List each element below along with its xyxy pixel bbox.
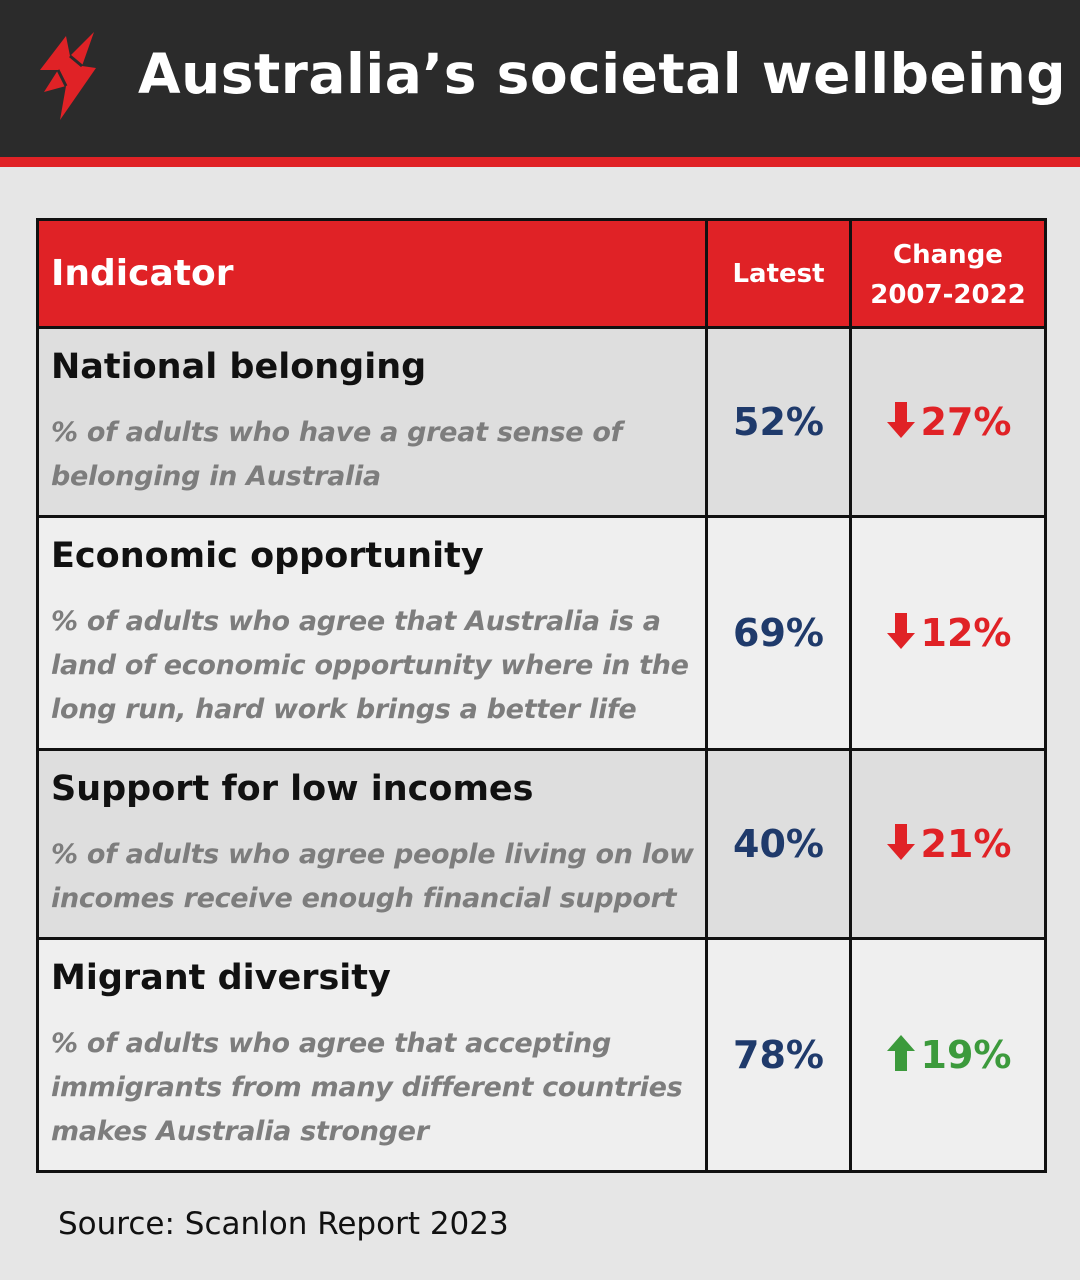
indicator-title: Support for low incomes	[51, 769, 534, 809]
latest-value: 69%	[705, 515, 852, 751]
table-row: National belonging % of adults who have …	[36, 326, 1047, 518]
change-value: 27%	[920, 400, 1012, 444]
latest-value: 78%	[705, 937, 852, 1173]
indicator-cell: Migrant diversity % of adults who agree …	[36, 937, 708, 1173]
change-cell: 19%	[849, 937, 1047, 1173]
change-cell: 21%	[849, 748, 1047, 940]
table-row: Support for low incomes % of adults who …	[36, 748, 1047, 940]
indicator-title: National belonging	[51, 347, 427, 387]
page-title: Australia’s societal wellbeing	[138, 42, 1067, 106]
change-value: 19%	[920, 1033, 1012, 1077]
column-header-indicator: Indicator	[36, 218, 708, 329]
column-header-latest: Latest	[705, 218, 852, 329]
indicator-description: % of adults who agree people living on l…	[51, 839, 694, 914]
indicator-description: % of adults who agree that Australia is …	[51, 606, 689, 725]
indicator-cell: National belonging % of adults who have …	[36, 326, 708, 518]
column-header-change-period: 2007-2022	[870, 279, 1026, 310]
indicator-title: Migrant diversity	[51, 958, 391, 998]
table-row: Economic opportunity % of adults who agr…	[36, 515, 1047, 751]
indicator-title: Economic opportunity	[51, 536, 484, 576]
arrow-down-icon	[886, 613, 915, 649]
column-header-change: Change 2007-2022	[849, 218, 1047, 329]
indicator-cell: Economic opportunity % of adults who agr…	[36, 515, 708, 751]
arrow-down-icon	[886, 402, 915, 438]
column-header-change-label: Change	[893, 239, 1003, 270]
change-cell: 27%	[849, 326, 1047, 518]
table-header-row: Indicator Latest Change 2007-2022	[36, 218, 1047, 329]
indicator-cell: Support for low incomes % of adults who …	[36, 748, 708, 940]
header-accent-rule	[0, 157, 1080, 167]
change-value: 12%	[920, 611, 1012, 655]
change-cell: 12%	[849, 515, 1047, 751]
table-row: Migrant diversity % of adults who agree …	[36, 937, 1047, 1173]
arrow-down-icon	[886, 824, 915, 860]
arrow-up-icon	[886, 1035, 915, 1071]
indicator-description: % of adults who have a great sense of be…	[51, 417, 623, 492]
latest-value: 40%	[705, 748, 852, 940]
indicator-description: % of adults who agree that accepting imm…	[51, 1028, 683, 1147]
wellbeing-table: Indicator Latest Change 2007-2022 Nation…	[36, 218, 1047, 1173]
source-note: Source: Scanlon Report 2023	[58, 1206, 509, 1242]
latest-value: 52%	[705, 326, 852, 518]
change-value: 21%	[920, 822, 1012, 866]
header-bar	[0, 0, 1080, 157]
sbs-logo-icon	[40, 32, 96, 120]
